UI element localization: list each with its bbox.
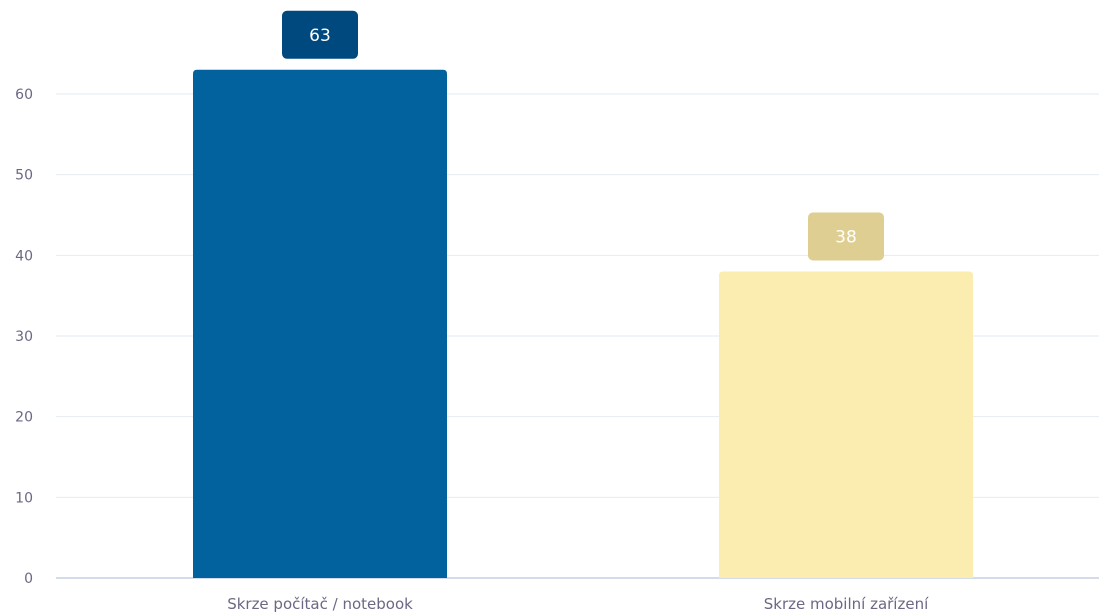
y-tick-label: 30 [15, 329, 33, 345]
y-tick-label: 40 [15, 248, 33, 264]
data-label: 38 [835, 227, 857, 247]
x-axis-ticks: Skrze počítač / notebook Skrze mobilní za… [227, 595, 929, 613]
x-tick-label: Skrze mobilní zařízení [764, 595, 929, 612]
y-tick-label: 0 [24, 571, 33, 587]
bars [193, 69, 973, 579]
y-axis-ticks: 0 10 20 30 40 50 60 [15, 87, 33, 587]
y-tick-label: 50 [15, 168, 33, 184]
data-label-box [808, 212, 884, 261]
bar [719, 271, 973, 578]
bar [193, 69, 447, 579]
data-label: 63 [309, 26, 331, 46]
data-label-box [282, 10, 358, 59]
y-tick-label: 10 [15, 490, 33, 506]
y-tick-label: 60 [15, 87, 33, 103]
data-labels: 63 38 [282, 10, 884, 261]
x-tick-label: Skrze počítač / notebook [227, 595, 413, 612]
y-tick-label: 20 [15, 410, 33, 426]
